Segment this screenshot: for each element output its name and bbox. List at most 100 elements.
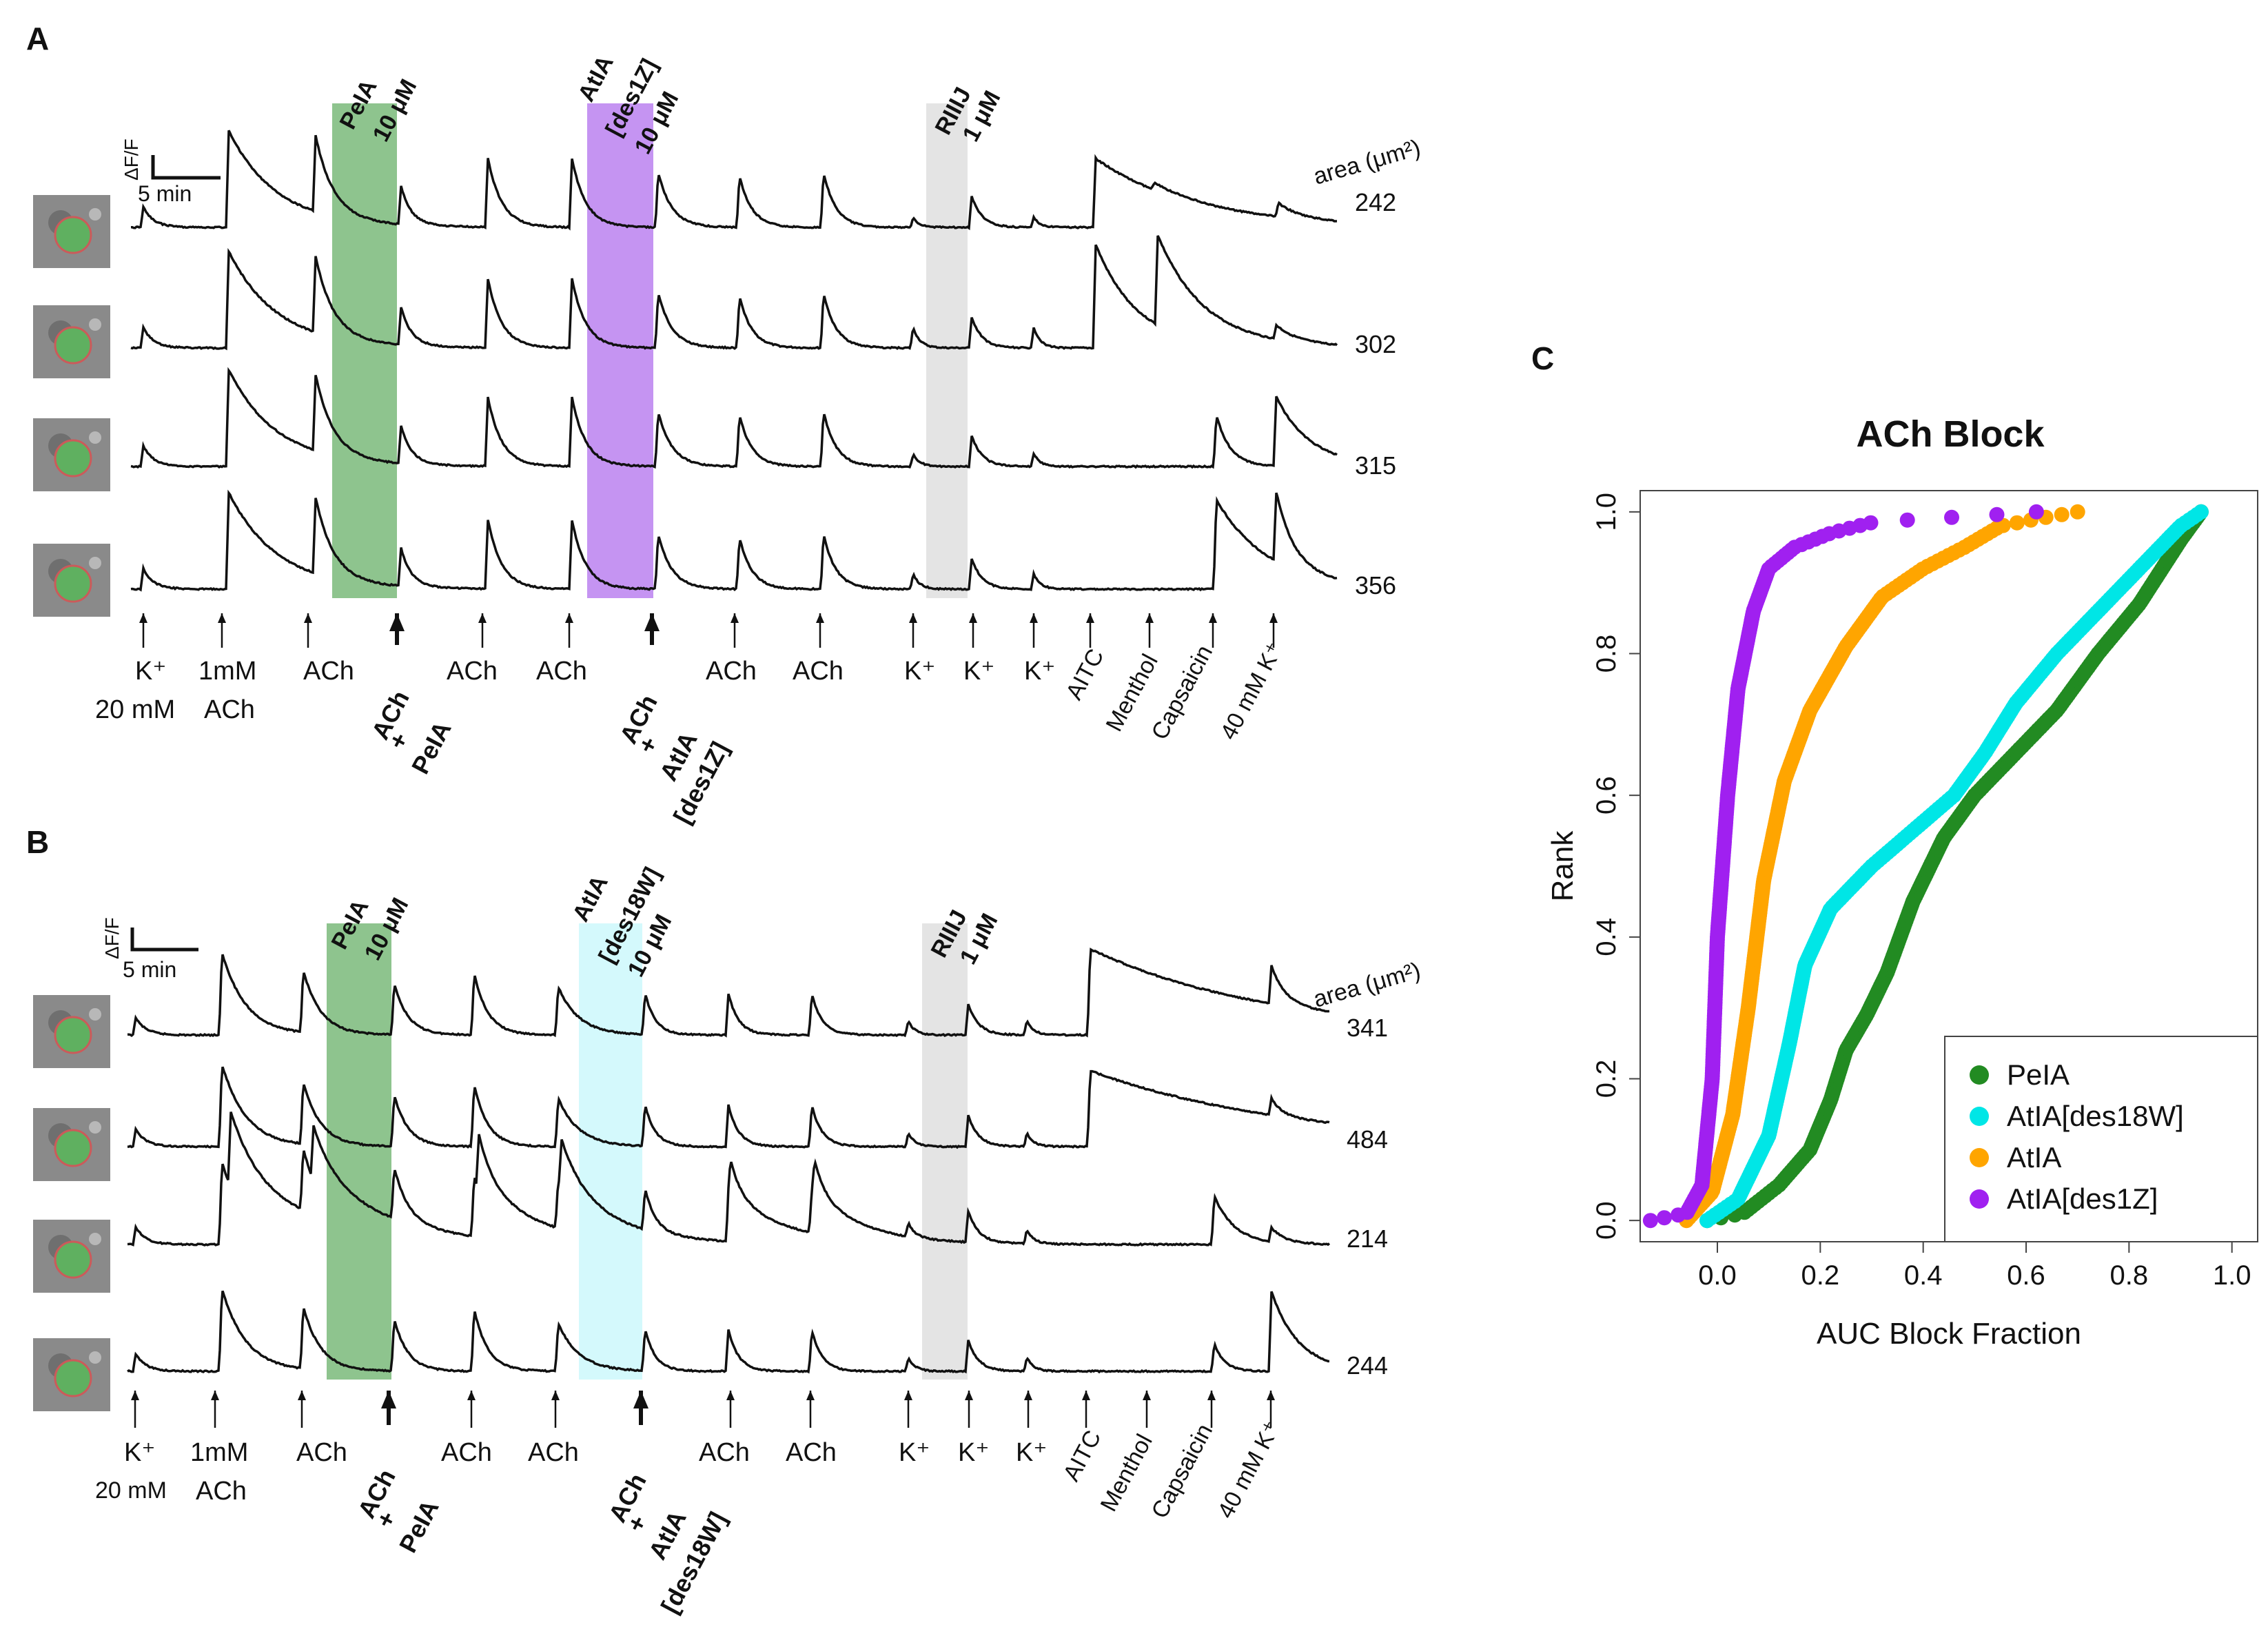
panel-b-stim-arrowhead-1 bbox=[131, 1391, 139, 1400]
panel-b-stim-arrowhead-10 bbox=[904, 1391, 912, 1400]
panel-b-stim-k40: 40 mM K⁺ bbox=[1213, 1417, 1286, 1523]
panel-c-label: C bbox=[1531, 340, 1554, 376]
panel-b-stim-aitc: AITC bbox=[1059, 1426, 1107, 1486]
panel-a-cell-image-4 bbox=[33, 544, 110, 617]
panel-a-stim-arrowhead-12 bbox=[1030, 613, 1038, 623]
panel-b-stim-ach1-line1: 1mM bbox=[190, 1438, 248, 1467]
panel-b-cell-image-4 bbox=[33, 1338, 110, 1411]
panel-a-stim-arrowhead-4 bbox=[389, 613, 405, 631]
legend-label-3: AtIA[des1Z] bbox=[2007, 1182, 2158, 1215]
panel-b-stim-arrowhead-11 bbox=[965, 1391, 973, 1400]
panel-b-trace-4 bbox=[127, 1290, 1329, 1374]
y-tick-label-4: 0.8 bbox=[1591, 635, 1622, 673]
panel-a-band-peia bbox=[332, 103, 397, 598]
panel-a-stim-aitc: AITC bbox=[1061, 645, 1110, 704]
panel-a-area-values: 242 302 315 356 bbox=[1355, 188, 1396, 600]
panel-b-band-riiij bbox=[922, 923, 968, 1380]
panel-a-stim-arrowhead-16 bbox=[1269, 613, 1278, 623]
x-tick-label-2: 0.4 bbox=[1904, 1260, 1943, 1291]
panel-b-stim-ach1-line2: ACh bbox=[196, 1477, 247, 1506]
panel-a-stim-arrowhead-8 bbox=[731, 613, 739, 623]
panel-a-band-labels: PeIA 10 μM AtIA [des1Z] 10 μM RIIIJ 1 μM bbox=[335, 51, 1006, 158]
y-tick-label-3: 0.6 bbox=[1591, 776, 1622, 814]
panel-b-stim-arrowhead-6 bbox=[551, 1391, 560, 1400]
panel-a-stimulus-arrows bbox=[139, 613, 1278, 648]
x-tick-label-5: 1.0 bbox=[2213, 1260, 2251, 1291]
panel-b-stim-arrowhead-15 bbox=[1207, 1391, 1216, 1400]
panel-a-band-riiij bbox=[926, 103, 968, 598]
panel-a-trace-3 bbox=[130, 367, 1338, 469]
panel-b-trace-3 bbox=[127, 1111, 1331, 1247]
panel-b-stim-ach-5: ACh bbox=[786, 1438, 837, 1467]
panel-a-stimulus-labels: K⁺ 20 mM 1mM ACh ACh ACh ACh ACh ACh K⁺ … bbox=[95, 638, 1288, 828]
panel-b-stim-arrowhead-12 bbox=[1024, 1391, 1032, 1400]
point-AtIA[des1Z]-259 bbox=[1989, 506, 2005, 522]
panel-a-stim-arrowhead-15 bbox=[1209, 613, 1217, 623]
panel-a-stim-ach-5: ACh bbox=[793, 657, 844, 686]
panel-a-trace-1 bbox=[131, 130, 1338, 231]
panel-a-area-3: 315 bbox=[1355, 451, 1396, 480]
panel-b-stim-arrowhead-4 bbox=[381, 1391, 396, 1408]
panel-b-stim-k-2: K⁺ bbox=[958, 1438, 989, 1467]
panel-b-stim-arrowhead-8 bbox=[726, 1391, 735, 1400]
panel-b-stim-arrowhead-2 bbox=[211, 1391, 219, 1400]
panel-b-area-4: 244 bbox=[1347, 1351, 1388, 1380]
panel-b-stim-ach-2: ACh bbox=[441, 1438, 492, 1467]
panel-a-stim-arrowhead-2 bbox=[218, 613, 226, 623]
panel-b-traces bbox=[127, 947, 1331, 1374]
panel-b-stim-k-3: K⁺ bbox=[1016, 1438, 1047, 1467]
panel-b-trace-1 bbox=[127, 947, 1330, 1038]
point-AtIA[des1Z]-1 bbox=[1657, 1210, 1672, 1226]
panel-a-scale-dff: ΔF/F bbox=[121, 139, 142, 181]
panel-b-cell-images bbox=[33, 995, 110, 1411]
point-AtIA[des1Z]-257 bbox=[1899, 512, 1915, 528]
panel-b-combo-peia-3: PeIA bbox=[394, 1495, 445, 1557]
panel-b-combo-peia-2: + bbox=[370, 1506, 402, 1533]
panel-b-cell-image-2 bbox=[33, 1108, 110, 1181]
series-AtIA[des1Z] bbox=[1642, 504, 2044, 1229]
point-AtIA[des1Z]-260 bbox=[2028, 504, 2044, 520]
panel-b-stim-arrowhead-14 bbox=[1143, 1391, 1151, 1400]
panel-a-stim-ach1-line1: 1mM bbox=[198, 657, 256, 686]
panel-a-scale-bar: ΔF/F 5 min bbox=[121, 139, 221, 206]
x-tick-label-1: 0.2 bbox=[1801, 1260, 1840, 1291]
panel-b-label: B bbox=[26, 824, 49, 860]
point-AtIA[des18W]-260 bbox=[2193, 504, 2209, 520]
panel-b-band-atia-name: AtIA bbox=[568, 871, 613, 926]
panel-a-combo-peia-3: PeIA bbox=[406, 717, 457, 779]
x-tick-label-3: 0.6 bbox=[2007, 1260, 2045, 1291]
panel-a-traces bbox=[130, 130, 1338, 592]
legend-label-2: AtIA bbox=[2007, 1141, 2061, 1174]
x-tick-label-4: 0.8 bbox=[2110, 1260, 2149, 1291]
panel-b-stim-arrowhead-16 bbox=[1267, 1391, 1275, 1400]
panel-a-stim-ach1-line2: ACh bbox=[204, 695, 255, 724]
legend-marker-1 bbox=[1970, 1107, 1989, 1126]
point-AtIA-256 bbox=[2009, 515, 2025, 531]
y-axis-label: Rank bbox=[1546, 830, 1580, 902]
panel-a-stim-arrowhead-3 bbox=[304, 613, 312, 623]
chart-series-points bbox=[1642, 504, 2209, 1229]
point-AtIA-260 bbox=[2070, 504, 2085, 520]
panel-b-stim-ach-4: ACh bbox=[699, 1438, 750, 1467]
panel-b-combo-atia-2: + bbox=[621, 1510, 653, 1537]
panel-a-band-atia-name: AtIA bbox=[573, 51, 619, 106]
panel-a-scale-time: 5 min bbox=[138, 181, 192, 206]
panel-b-area-3: 214 bbox=[1347, 1225, 1388, 1253]
point-AtIA[des1Z]-258 bbox=[1944, 509, 1959, 525]
chart-legend: PeIA AtIA[des18W] AtIA AtIA[des1Z] bbox=[1944, 1036, 2258, 1242]
legend-marker-3 bbox=[1970, 1189, 1989, 1209]
panel-a-area-2: 302 bbox=[1355, 330, 1396, 358]
panel-a-band-atia-des1z bbox=[587, 103, 653, 598]
legend-box bbox=[1944, 1036, 2258, 1242]
panel-a-stim-arrowhead-7 bbox=[644, 613, 660, 631]
panel-b-stim-ach-3: ACh bbox=[528, 1438, 579, 1467]
panel-b-stim-k20-line1: K⁺ bbox=[124, 1438, 155, 1467]
panel-a-cell-image-1 bbox=[33, 195, 110, 268]
legend-marker-2 bbox=[1970, 1148, 1989, 1167]
panel-a-cell-image-2 bbox=[33, 305, 110, 378]
panel-a-area-header: area (μm²) bbox=[1311, 134, 1424, 189]
panel-b-stim-capsaicin: Capsaicin bbox=[1147, 1420, 1218, 1523]
panel-b-scale-dff: ΔF/F bbox=[101, 917, 123, 959]
panel-b-stim-ach-1: ACh bbox=[296, 1438, 347, 1467]
